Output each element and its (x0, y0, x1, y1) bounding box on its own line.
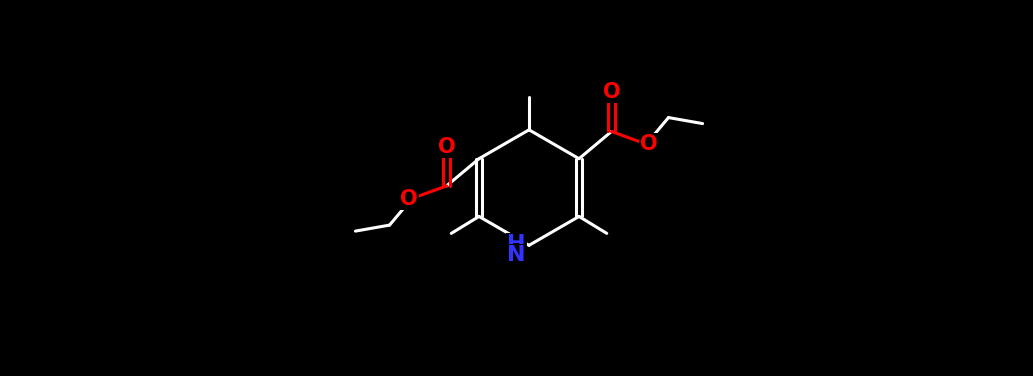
Text: O: O (640, 134, 658, 154)
Text: O: O (602, 82, 620, 102)
Text: N: N (507, 245, 526, 265)
Text: H: H (507, 234, 526, 254)
Text: O: O (438, 136, 456, 157)
Text: O: O (400, 188, 417, 209)
